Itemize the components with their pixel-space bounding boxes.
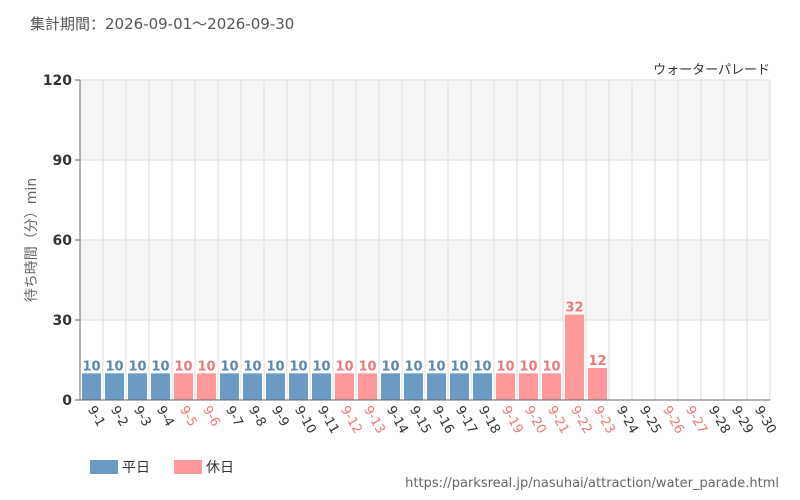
value-label-9-23: 12 [588, 354, 606, 369]
y-tick-label: 120 [43, 73, 72, 89]
x-tick-label-9-7: 9-7 [222, 404, 246, 430]
x-tick-label-9-26: 9-26 [659, 404, 687, 437]
value-label-9-12: 10 [335, 359, 353, 374]
x-tick-label-9-20: 9-20 [521, 404, 549, 437]
value-label-9-11: 10 [312, 359, 330, 374]
value-label-9-15: 10 [404, 359, 422, 374]
bar-9-22 [565, 314, 584, 400]
x-tick-label-9-16: 9-16 [429, 404, 457, 437]
value-label-9-10: 10 [289, 359, 307, 374]
value-label-9-6: 10 [197, 359, 215, 374]
bar-9-13 [358, 373, 377, 400]
x-tick-label-9-18: 9-18 [475, 404, 503, 437]
x-tick-label-9-12: 9-12 [337, 404, 365, 437]
value-label-9-5: 10 [174, 359, 192, 374]
value-label-9-22: 32 [565, 301, 583, 316]
value-label-9-14: 10 [381, 359, 399, 374]
attraction-name: ウォーターパレード [653, 63, 770, 78]
bars [82, 314, 607, 400]
x-tick-label-9-15: 9-15 [406, 404, 434, 437]
legend-label-weekday: 平日 [122, 460, 150, 476]
bar-9-23 [588, 368, 607, 400]
value-label-9-9: 10 [266, 359, 284, 374]
x-tick-label-9-9: 9-9 [268, 404, 292, 430]
value-labels: 10 10 10 10 10 10 10 10 10 10 10 10 10 10 10 10 10 10 10 10… [82, 301, 606, 375]
value-label-9-21: 10 [542, 359, 560, 374]
x-tick-label-9-13: 9-13 [360, 404, 388, 437]
value-label-9-2: 10 [105, 359, 123, 374]
bar-9-9 [266, 373, 285, 400]
value-label-9-20: 10 [519, 359, 537, 374]
x-tick-label-9-22: 9-22 [567, 404, 595, 437]
x-tick-label-9-25: 9-25 [636, 404, 664, 437]
x-tick-label-9-2: 9-2 [107, 404, 131, 430]
x-tick-label-9-27: 9-27 [682, 404, 710, 437]
bar-9-12 [335, 373, 354, 400]
grid-lines [80, 79, 771, 400]
value-label-9-7: 10 [220, 359, 238, 374]
bar-9-10 [289, 373, 308, 400]
x-tick-label-9-21: 9-21 [544, 404, 572, 437]
bar-9-16 [427, 373, 446, 400]
x-tick-label-9-24: 9-24 [613, 404, 641, 437]
x-axis-ticks: 9-1 9-2 9-3 9-4 9-5 9-6 9-7 9-8 9-9 9-109-119-129… [84, 404, 779, 437]
axes [79, 80, 770, 401]
bar-9-3 [128, 373, 147, 400]
x-tick-label-9-1: 9-1 [84, 404, 108, 430]
x-tick-label-9-10: 9-10 [291, 404, 319, 437]
value-label-9-16: 10 [427, 359, 445, 374]
source-url: https://parksreal.jp/nasuhai/attraction/… [405, 476, 779, 491]
y-tick-label: 90 [53, 153, 73, 169]
x-tick-label-9-4: 9-4 [153, 404, 177, 430]
value-label-9-1: 10 [82, 359, 100, 374]
bar-9-4 [151, 373, 170, 400]
value-label-9-18: 10 [473, 359, 491, 374]
y-tick-label: 30 [53, 313, 73, 329]
bar-9-14 [381, 373, 400, 400]
value-label-9-13: 10 [358, 359, 376, 374]
legend: 平日 休日 [90, 460, 234, 476]
y-axis-label: 待ち時間（分）min [24, 178, 40, 302]
value-label-9-19: 10 [496, 359, 514, 374]
legend-label-holiday: 休日 [206, 460, 234, 476]
x-tick-label-9-5: 9-5 [176, 404, 200, 430]
bar-9-11 [312, 373, 331, 400]
bar-9-19 [496, 373, 515, 400]
bar-9-21 [542, 373, 561, 400]
x-tick-label-9-23: 9-23 [590, 404, 618, 437]
x-tick-label-9-11: 9-11 [314, 404, 342, 437]
x-tick-label-9-17: 9-17 [452, 404, 480, 437]
bar-9-17 [450, 373, 469, 400]
x-tick-label-9-30: 9-30 [751, 404, 779, 437]
x-tick-label-9-19: 9-19 [498, 404, 526, 437]
bar-9-8 [243, 373, 262, 400]
value-label-9-8: 10 [243, 359, 261, 374]
x-tick-label-9-6: 9-6 [199, 404, 223, 430]
y-axis-ticks: 0 30 60 90 120 [43, 73, 80, 409]
bar-9-2 [105, 373, 124, 400]
legend-swatch-holiday [174, 460, 202, 474]
y-tick-label: 60 [53, 233, 73, 249]
x-tick-label-9-29: 9-29 [728, 404, 756, 437]
bar-9-1 [82, 373, 101, 400]
bar-9-7 [220, 373, 239, 400]
bar-9-5 [174, 373, 193, 400]
x-tick-label-9-3: 9-3 [130, 404, 154, 430]
legend-swatch-weekday [90, 460, 118, 474]
bar-9-18 [473, 373, 492, 400]
value-label-9-4: 10 [151, 359, 169, 374]
x-tick-label-9-14: 9-14 [383, 404, 411, 437]
bar-9-20 [519, 373, 538, 400]
bar-9-6 [197, 373, 216, 400]
value-label-9-3: 10 [128, 359, 146, 374]
y-tick-label: 0 [62, 393, 72, 409]
value-label-9-17: 10 [450, 359, 468, 374]
bar-9-15 [404, 373, 423, 400]
period-label: 集計期間：2026-09-01～2026-09-30 [30, 15, 294, 33]
x-tick-label-9-8: 9-8 [245, 404, 269, 430]
x-tick-label-9-28: 9-28 [705, 404, 733, 437]
